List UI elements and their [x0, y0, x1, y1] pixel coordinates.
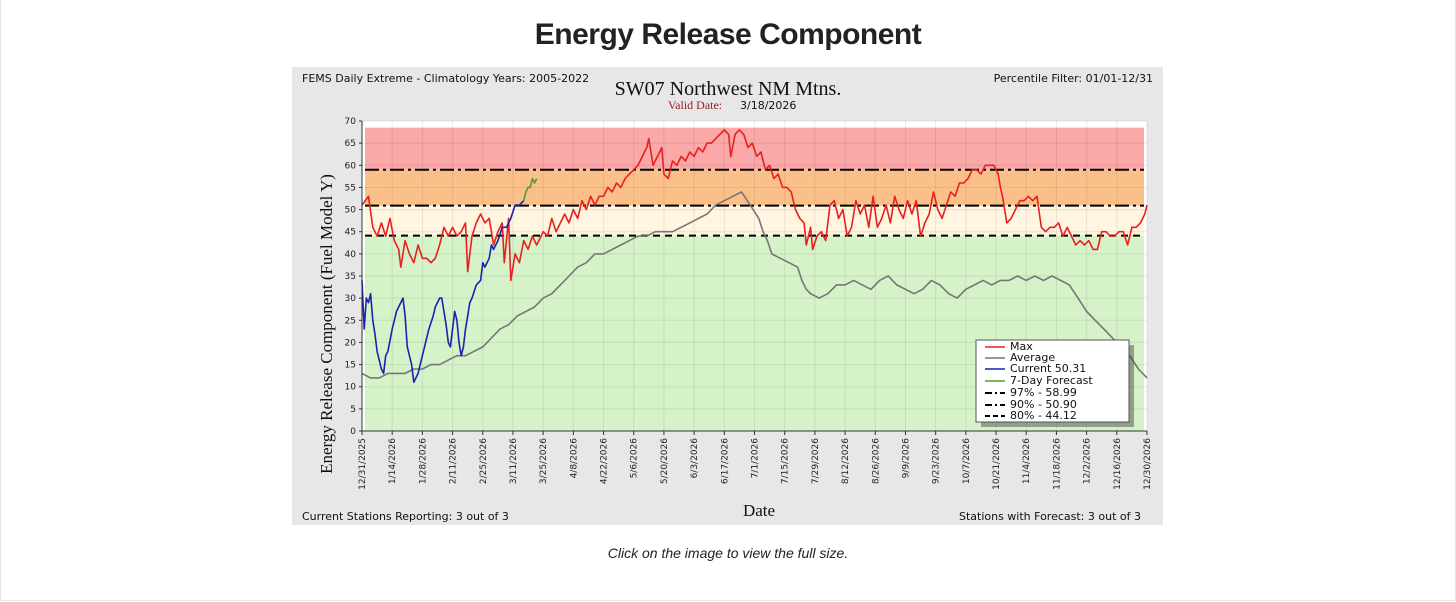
x-tick-label: 12/31/2025: [358, 438, 368, 490]
legend-current: Current 50.31: [1010, 362, 1086, 375]
x-tick-label: 5/6/2026: [630, 438, 640, 479]
page-title: Energy Release Component: [534, 18, 922, 51]
header-left: FEMS Daily Extreme - Climatology Years: …: [302, 72, 589, 85]
y-axis-label: Energy Release Component (Fuel Model Y): [317, 174, 336, 474]
x-tick-label: 7/15/2026: [781, 438, 791, 484]
chart-image[interactable]: 0 5 10 15 20 25 30 35 40 45 50 55 60 65 70 12/31/2025 1…: [292, 67, 1163, 525]
y-tick-label: 60: [345, 161, 357, 171]
legend-80: 80% - 44.12: [1010, 409, 1077, 422]
y-tick-label: 20: [345, 338, 357, 348]
x-tick-labels: 12/31/2025 1/14/2026 1/28/2026 2/11/2026 2/2…: [358, 431, 1153, 490]
x-axis-label: Date: [743, 501, 775, 520]
data-series: [361, 129, 1148, 384]
y-tick-label: 15: [345, 361, 356, 371]
x-tick-label: 12/2/2026: [1083, 438, 1093, 484]
x-tick-label: 12/30/2026: [1143, 438, 1153, 490]
valid-date: 3/18/2026: [740, 99, 796, 112]
x-tick-label: 4/8/2026: [569, 438, 579, 479]
header-right: Percentile Filter: 01/01-12/31: [994, 72, 1153, 85]
series-max: [361, 129, 1148, 282]
y-tick-label: 10: [345, 383, 357, 393]
x-tick-label: 7/1/2026: [751, 438, 761, 479]
footer-left: Current Stations Reporting: 3 out of 3: [302, 510, 509, 523]
x-tick-label: 8/26/2026: [871, 438, 881, 484]
series-average: [361, 191, 1148, 379]
legend-max: Max: [1010, 340, 1033, 353]
footer-right: Stations with Forecast: 3 out of 3: [959, 510, 1141, 523]
x-tick-label: 10/7/2026: [962, 438, 972, 484]
series-current: [361, 200, 525, 384]
y-tick-label: 50: [345, 206, 357, 216]
x-tick-label: 6/3/2026: [690, 438, 700, 479]
chart-title: SW07 Northwest NM Mtns.: [615, 78, 842, 100]
x-tick-label: 11/18/2026: [1052, 438, 1062, 490]
x-tick-label: 12/16/2026: [1113, 438, 1123, 490]
y-tick-label: 55: [345, 183, 356, 193]
x-tick-label: 9/9/2026: [901, 438, 911, 479]
x-tick-label: 7/29/2026: [811, 438, 821, 484]
y-tick-label: 30: [345, 294, 357, 304]
x-tick-label: 5/20/2026: [660, 438, 670, 484]
x-tick-label: 11/4/2026: [1022, 438, 1032, 484]
series-7-day-forecast: [522, 177, 538, 201]
band-90-97: [365, 169, 1144, 206]
x-tick-label: 4/22/2026: [600, 438, 610, 484]
x-tick-label: 3/11/2026: [509, 438, 519, 484]
percentile-lines: [365, 168, 1144, 237]
legend-average: Average: [1010, 351, 1055, 364]
y-tick-label: 25: [345, 316, 356, 326]
y-tick-label: 45: [345, 228, 356, 238]
x-tick-label: 3/25/2026: [539, 438, 549, 484]
x-tick-label: 2/11/2026: [449, 438, 459, 484]
x-tick-label: 10/21/2026: [992, 438, 1002, 490]
gridlines: [361, 120, 1148, 432]
legend-forecast: 7-Day Forecast: [1010, 374, 1093, 387]
y-tick-label: 0: [350, 427, 356, 437]
legend: Max Average Current 50.31 7-Day Forecast…: [975, 339, 1134, 427]
caption: Click on the image to view the full size…: [607, 545, 849, 561]
legend-90: 90% - 50.90: [1010, 398, 1077, 411]
legend-97: 97% - 58.99: [1010, 386, 1077, 399]
x-tick-label: 8/12/2026: [841, 438, 851, 484]
y-tick-label: 40: [345, 250, 357, 260]
y-tick-label: 35: [345, 272, 356, 282]
x-tick-label: 9/23/2026: [932, 438, 942, 484]
x-tick-label: 2/25/2026: [479, 438, 489, 484]
y-tick-label: 70: [345, 117, 357, 127]
y-tick-label: 65: [345, 139, 356, 149]
y-tick-labels: 0 5 10 15 20 25 30 35 40 45 50 55 60 65 70: [345, 117, 362, 437]
valid-date-label: Valid Date:: [668, 98, 722, 112]
y-tick-label: 5: [350, 405, 356, 415]
x-tick-label: 1/28/2026: [418, 438, 428, 484]
x-tick-label: 1/14/2026: [388, 438, 398, 484]
x-tick-label: 6/17/2026: [720, 438, 730, 484]
